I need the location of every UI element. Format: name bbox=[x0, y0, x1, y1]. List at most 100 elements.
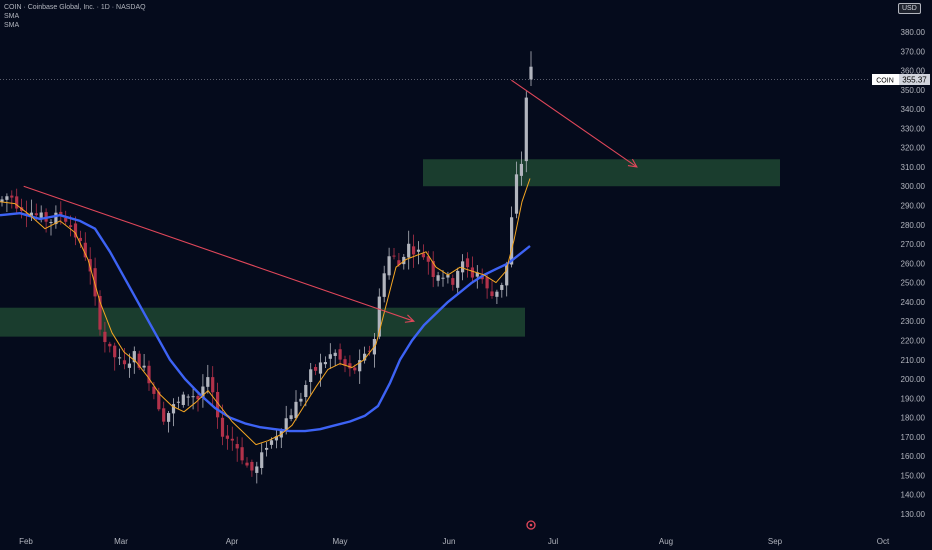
price-tick-label: 200.00 bbox=[901, 375, 926, 384]
arrow-head-icon bbox=[404, 314, 416, 323]
candle-body bbox=[519, 163, 523, 176]
candle-body bbox=[514, 174, 519, 214]
candle-body bbox=[260, 452, 264, 468]
candle-body bbox=[34, 213, 38, 216]
candle-body bbox=[304, 384, 308, 398]
candle-body bbox=[132, 351, 136, 363]
snapshot-icon[interactable] bbox=[526, 520, 536, 530]
candle-body bbox=[529, 66, 533, 80]
candle-body bbox=[451, 278, 455, 285]
candle-body bbox=[510, 217, 514, 265]
candle-body bbox=[167, 413, 171, 422]
price-tick-label: 160.00 bbox=[901, 452, 926, 461]
candle-body bbox=[220, 417, 225, 437]
candle-body bbox=[490, 291, 494, 297]
candle-body bbox=[402, 256, 406, 265]
candle-body bbox=[348, 363, 352, 369]
price-tick-label: 280.00 bbox=[901, 221, 926, 230]
trend-arrow-2[interactable] bbox=[511, 79, 638, 168]
candle-body bbox=[436, 275, 440, 281]
price-tick-label: 210.00 bbox=[901, 356, 926, 365]
candle-body bbox=[78, 237, 82, 241]
candle-body bbox=[181, 394, 185, 405]
candle-body bbox=[314, 366, 318, 371]
candle-body bbox=[29, 212, 33, 217]
sma-slow-line[interactable] bbox=[0, 211, 531, 433]
candle-body bbox=[495, 291, 499, 297]
time-axis[interactable]: Feb Mar Apr May Jun Jul Aug Sep Oct bbox=[19, 537, 890, 546]
candle-body bbox=[284, 418, 288, 432]
candle-body bbox=[446, 274, 450, 278]
sma-indicator-2[interactable]: SMA bbox=[4, 22, 20, 29]
zone-resistance[interactable] bbox=[423, 159, 780, 187]
price-tick-label: 220.00 bbox=[901, 337, 926, 346]
candle-body bbox=[216, 391, 220, 418]
price-tick-label: 190.00 bbox=[901, 394, 926, 403]
candle-body bbox=[333, 352, 337, 356]
candle-body bbox=[363, 353, 367, 361]
candle-body bbox=[353, 367, 357, 371]
price-badge-value: 355.37 bbox=[902, 76, 927, 85]
candle-body bbox=[338, 349, 342, 360]
candle-body bbox=[294, 401, 298, 419]
candle-body bbox=[196, 395, 200, 400]
price-badge-symbol: COIN bbox=[876, 78, 894, 85]
candle-body bbox=[93, 268, 97, 297]
price-tick-label: 290.00 bbox=[901, 202, 926, 211]
candle-body bbox=[421, 253, 425, 258]
candle-body bbox=[343, 359, 347, 366]
candle-body bbox=[299, 398, 303, 402]
price-axis[interactable]: 130.00 140.00 150.00 160.00 170.00 180.00 190.… bbox=[901, 28, 926, 519]
price-tick-label: 270.00 bbox=[901, 240, 926, 249]
candle-body bbox=[505, 263, 509, 286]
candle-body bbox=[142, 365, 146, 368]
legend: COIN · Coinbase Global, Inc. · 1D · NASD… bbox=[4, 3, 146, 30]
candle-body bbox=[83, 242, 87, 258]
price-tick-label: 130.00 bbox=[901, 510, 926, 519]
zone-support[interactable] bbox=[0, 307, 525, 337]
candle-body bbox=[10, 195, 14, 198]
sma-indicator-1[interactable]: SMA bbox=[4, 13, 20, 20]
candle-body bbox=[377, 296, 381, 337]
price-tick-label: 340.00 bbox=[901, 105, 926, 114]
candle-body bbox=[358, 360, 362, 372]
candle-body bbox=[49, 222, 53, 224]
candle-body bbox=[412, 246, 416, 255]
candle-body bbox=[426, 256, 430, 262]
time-tick-label: Jul bbox=[548, 537, 558, 546]
candle-body bbox=[240, 447, 244, 461]
candle-body bbox=[176, 401, 180, 403]
candle-body bbox=[485, 277, 489, 289]
candle-body bbox=[328, 354, 332, 359]
candle-body bbox=[255, 466, 259, 473]
candle-body bbox=[235, 444, 239, 449]
candle-body bbox=[39, 212, 43, 218]
price-tick-label: 180.00 bbox=[901, 414, 926, 423]
candle-body bbox=[461, 261, 465, 273]
candle-body bbox=[245, 462, 249, 466]
candle-body bbox=[98, 295, 102, 330]
symbol-title[interactable]: COIN · Coinbase Global, Inc. · 1D · NASD… bbox=[4, 4, 146, 11]
candle-body bbox=[88, 259, 92, 272]
candle-body bbox=[137, 353, 141, 368]
time-tick-label: Feb bbox=[19, 537, 33, 546]
price-tick-label: 320.00 bbox=[901, 144, 926, 153]
candle-body bbox=[103, 331, 107, 343]
candle-body bbox=[274, 436, 278, 441]
currency-button[interactable]: USD bbox=[898, 3, 921, 14]
candle-body bbox=[186, 396, 190, 398]
price-tick-label: 310.00 bbox=[901, 163, 926, 172]
candles-layer bbox=[0, 51, 533, 484]
candle-body bbox=[456, 270, 460, 288]
candle-body bbox=[147, 365, 151, 384]
trend-arrow-1[interactable] bbox=[23, 185, 415, 322]
candle-body bbox=[318, 362, 323, 374]
time-tick-label: May bbox=[332, 537, 347, 546]
candle-body bbox=[59, 211, 63, 216]
candle-body bbox=[500, 284, 504, 290]
candle-body bbox=[54, 212, 58, 225]
candle-body bbox=[431, 261, 435, 277]
sma-fast-line[interactable] bbox=[0, 178, 531, 446]
candle-body bbox=[127, 363, 131, 368]
